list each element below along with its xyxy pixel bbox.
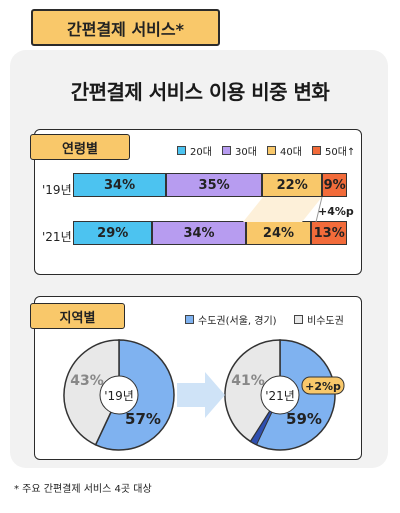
- pie-value-metro: 57%: [125, 410, 161, 428]
- pie-value-nonmetro: 43%: [70, 373, 104, 389]
- legend-label: 50대↑: [325, 147, 356, 158]
- bar-segment: 35%: [166, 173, 263, 197]
- increase-badge-label: +2%p: [305, 380, 341, 393]
- pie-value-nonmetro: 41%: [231, 373, 265, 389]
- age-legend-20: 20대: [177, 143, 212, 158]
- bar-segment: 34%: [73, 173, 167, 197]
- pie-center: [99, 375, 139, 415]
- pie-value-metro: 59%: [286, 410, 322, 428]
- main-title: 간편결제 서비스 이용 비중 변화: [70, 80, 330, 104]
- row-label-2019: '19년: [42, 183, 72, 197]
- bar-segment: 29%: [73, 221, 153, 245]
- bar-segment: 9%: [322, 173, 347, 197]
- arrow-icon: [177, 372, 225, 418]
- region-panel-label: 지역별: [30, 303, 125, 329]
- legend-label: 40대: [280, 147, 302, 158]
- legend-swatch: [294, 315, 303, 324]
- pie-center: [260, 375, 300, 415]
- section-tag: 간편결제 서비스*: [31, 9, 220, 46]
- footnote: * 주요 간편결제 서비스 4곳 대상: [14, 484, 152, 495]
- region-legend-metro: 수도권(서울, 경기): [185, 312, 277, 327]
- legend-label: 비수도권: [307, 316, 344, 327]
- change-label-50s: +4%p: [318, 205, 354, 218]
- age-legend-50: 50대↑: [312, 143, 355, 158]
- legend-swatch: [177, 146, 186, 155]
- legend-swatch: [222, 146, 231, 155]
- legend-label: 30대: [235, 147, 257, 158]
- pie-year-label: '21년: [265, 389, 295, 403]
- bar-segment: 22%: [262, 173, 323, 197]
- legend-label: 20대: [190, 147, 212, 158]
- legend-swatch: [267, 146, 276, 155]
- legend-label: 수도권(서울, 경기): [198, 316, 277, 327]
- bar-segment: 34%: [152, 221, 246, 245]
- pie-slice-nonmetro: [63, 339, 120, 446]
- legend-swatch: [312, 146, 321, 155]
- age-legend-40: 40대: [267, 143, 302, 158]
- bar-segment: 24%: [245, 221, 312, 245]
- pie-year-label: '19년: [104, 389, 134, 403]
- legend-swatch: [185, 315, 194, 324]
- age-panel-label: 연령별: [30, 134, 130, 160]
- bar-segment: 13%: [311, 221, 347, 245]
- region-legend-nonmetro: 비수도권: [294, 312, 344, 327]
- age-legend-30: 30대: [222, 143, 257, 158]
- row-label-2021: '21년: [42, 230, 72, 244]
- increase-badge: [301, 376, 345, 395]
